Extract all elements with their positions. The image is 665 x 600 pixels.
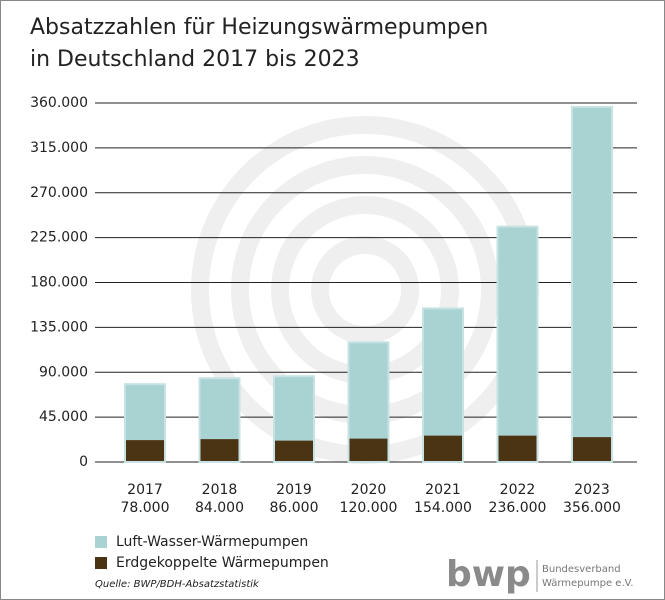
bar-segment (572, 106, 612, 438)
y-tick-label: 135.000 (30, 319, 88, 335)
bar-segment (348, 438, 389, 462)
bar-segment (497, 226, 538, 436)
legend-label: Erdgekoppelte Wärmepumpen (116, 555, 329, 571)
bar-segment (274, 376, 314, 441)
y-tick-label: 0 (79, 454, 88, 470)
x-tick-label: 2021 (425, 482, 461, 498)
logo-text: Wärmepumpe e.V. (542, 578, 633, 589)
y-tick-label: 180.000 (30, 275, 88, 291)
y-tick-label: 360.000 (30, 95, 88, 111)
bar-segment (423, 435, 463, 462)
bar-outline (422, 307, 464, 463)
legend-swatch (95, 536, 107, 548)
x-tick-label: 2018 (202, 482, 238, 498)
legend-swatch (95, 557, 107, 569)
bar-outline (496, 225, 539, 463)
bar-segment (125, 440, 165, 462)
logo-mark: bwp (446, 554, 531, 595)
logo-text: Bundesverband (542, 564, 621, 575)
y-tick-label: 45.000 (39, 409, 88, 425)
bar-outline (273, 375, 315, 463)
legend-label: Luft-Wasser-Wärmepumpen (116, 534, 308, 550)
total-label: 78.000 (121, 500, 170, 516)
chart-title: Absatzzahlen für Heizungswärmepumpen (30, 15, 488, 40)
y-tick-label: 315.000 (30, 140, 88, 156)
bar-segment (125, 384, 165, 441)
x-tick-label: 2020 (351, 482, 387, 498)
bar-segment (423, 308, 463, 436)
total-label: 236.000 (489, 500, 547, 516)
bar-segment (199, 378, 240, 440)
bar-segment (274, 440, 314, 462)
bar-segment (348, 342, 389, 439)
bar-segment (497, 435, 538, 462)
y-tick-label: 270.000 (30, 185, 88, 201)
bar-outline (124, 383, 166, 464)
source: Quelle: BWP/BDH-Absatzstatistik (95, 579, 260, 590)
total-label: 356.000 (563, 500, 621, 516)
x-tick-label: 2019 (276, 482, 312, 498)
x-tick-label: 2023 (574, 482, 610, 498)
bar-segment (199, 439, 240, 462)
bar-segment (572, 437, 612, 462)
x-tick-label: 2017 (127, 482, 163, 498)
bar-outline (571, 105, 613, 463)
total-label: 84.000 (195, 500, 244, 516)
x-tick-label: 2022 (500, 482, 536, 498)
bar-outline (198, 377, 241, 464)
chart-title: in Deutschland 2017 bis 2023 (30, 47, 360, 72)
bar-outline (347, 341, 390, 464)
y-tick-label: 90.000 (39, 364, 88, 380)
total-label: 154.000 (414, 500, 472, 516)
total-label: 86.000 (270, 500, 319, 516)
y-tick-label: 225.000 (30, 230, 88, 246)
total-label: 120.000 (340, 500, 398, 516)
